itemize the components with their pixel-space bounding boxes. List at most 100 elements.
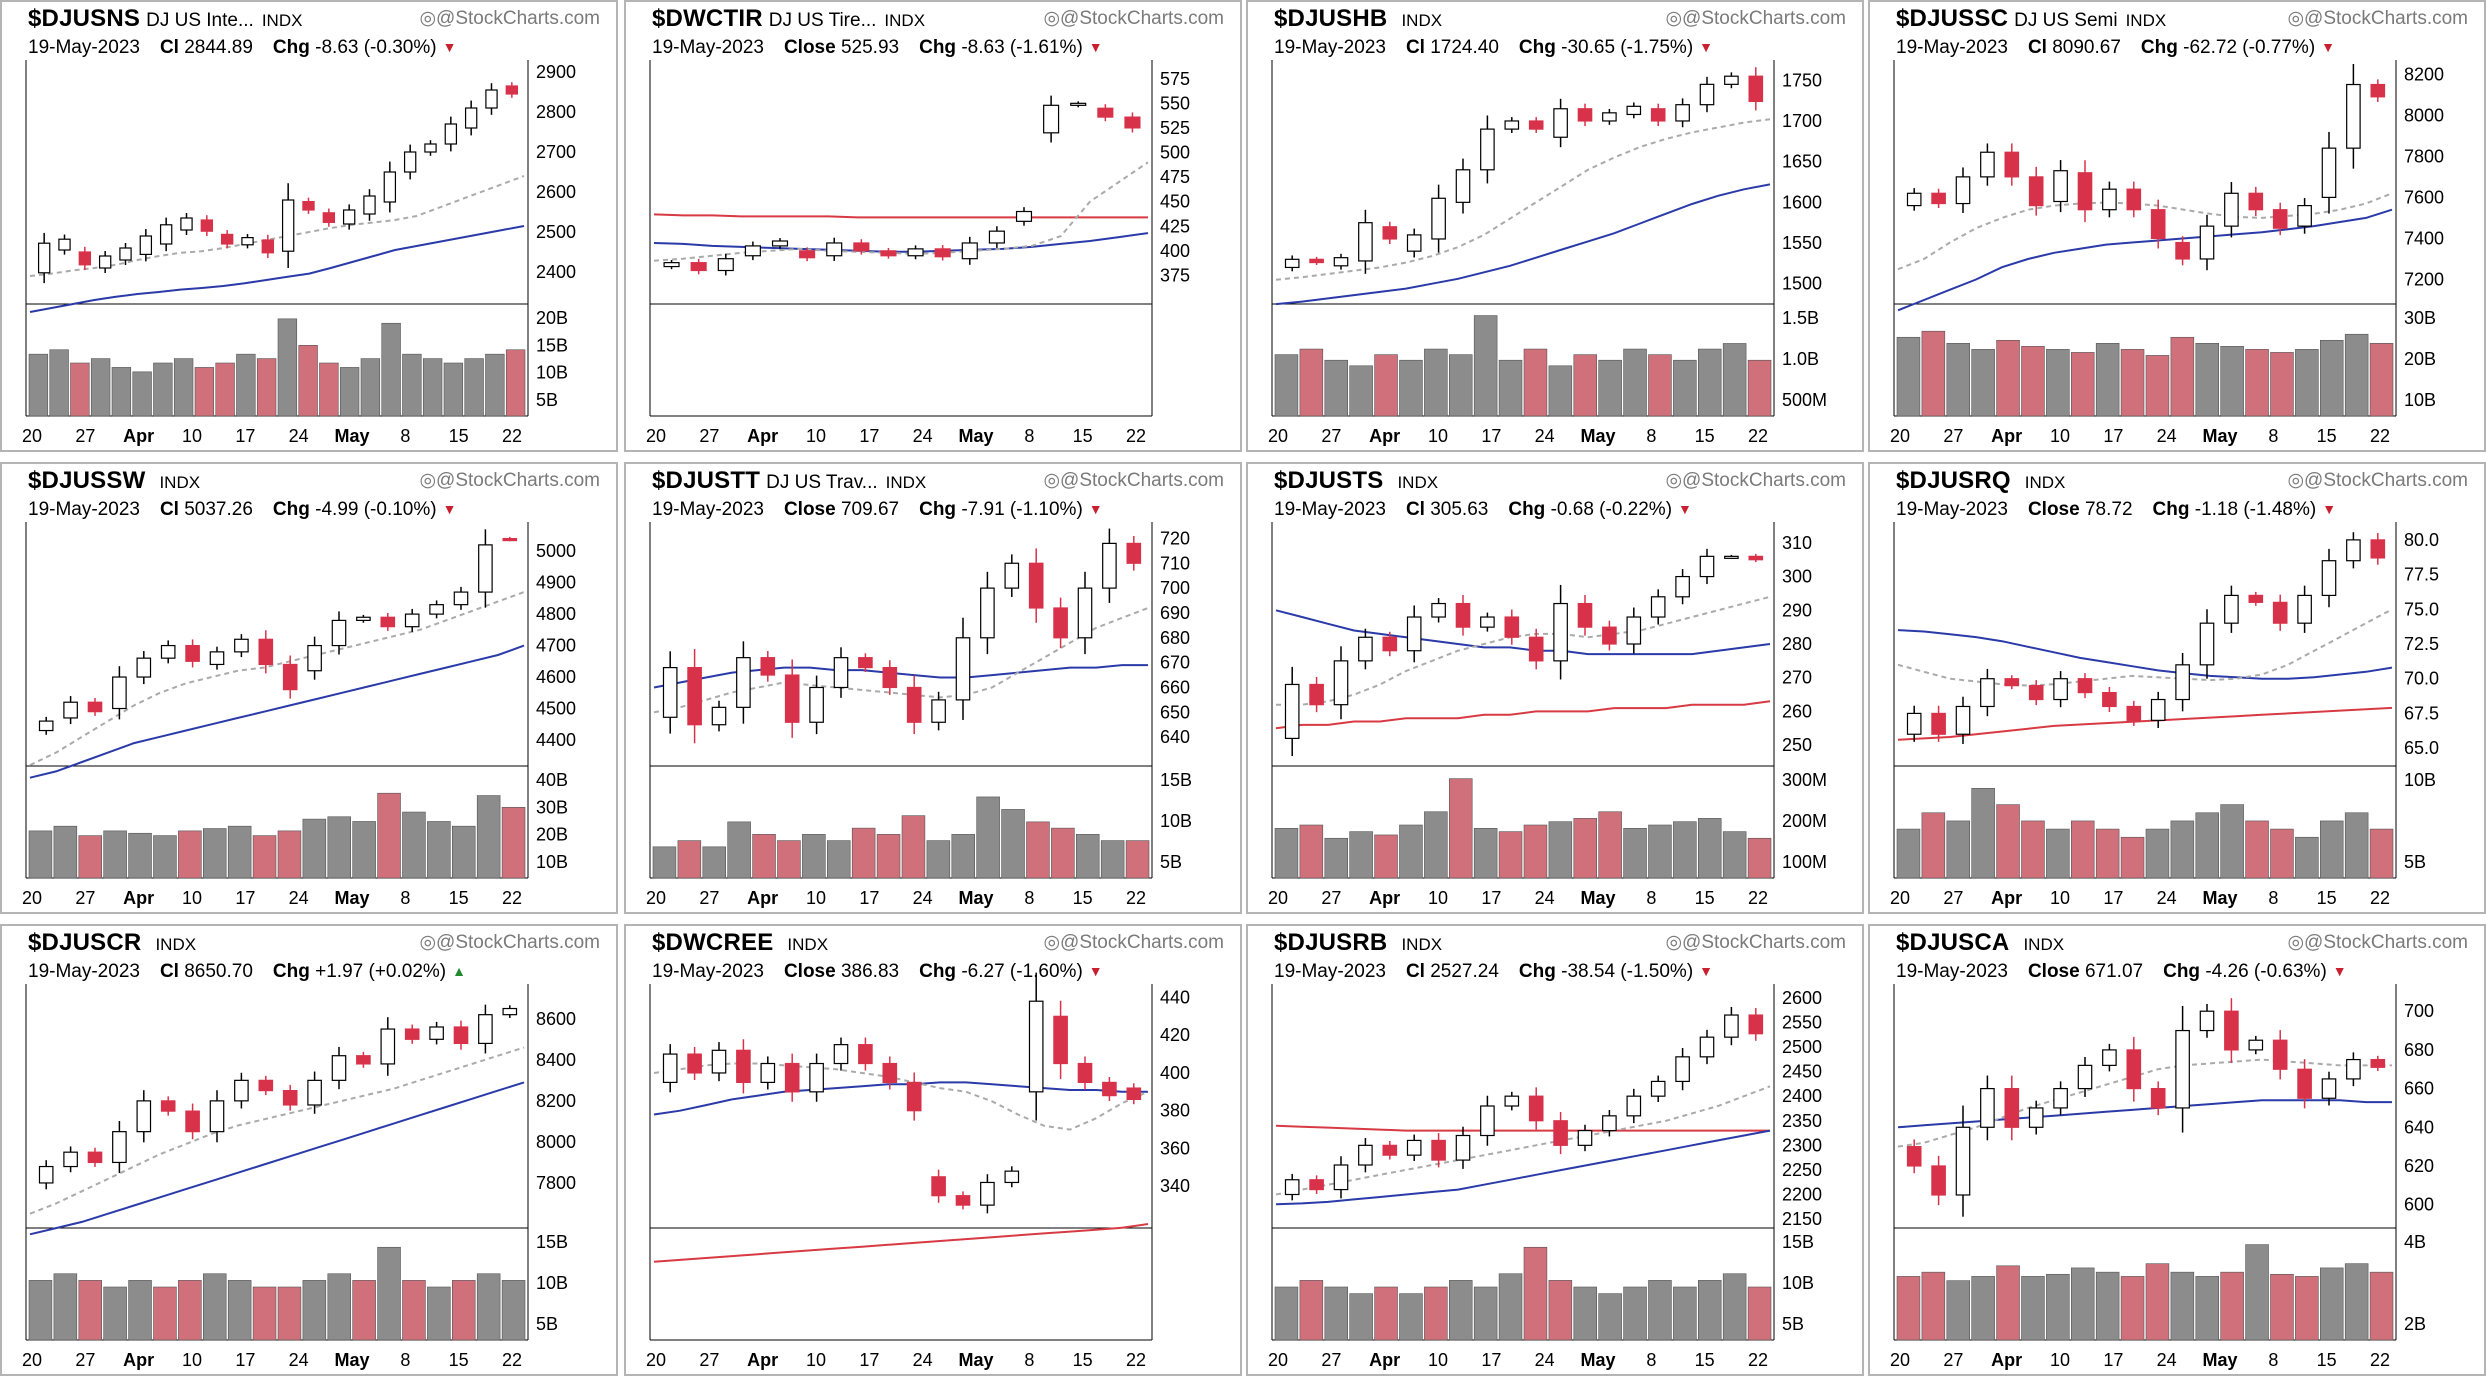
volume-bar [427, 1286, 451, 1341]
candle [736, 1049, 751, 1084]
brand-text: @StockCharts.com [1682, 470, 1846, 491]
volume-bar [1747, 359, 1772, 417]
volume-bar [1598, 359, 1622, 417]
volume-bar [194, 367, 215, 417]
date-tick-label: 10 [806, 888, 826, 908]
triangle-down-icon: ▼ [1678, 501, 1692, 517]
candle [38, 720, 54, 732]
date-tick-label: 20 [22, 426, 42, 446]
candle [331, 619, 347, 647]
date-tick-label: 24 [913, 1350, 933, 1370]
date: 19-May-2023 [1274, 37, 1386, 58]
brand-text: @StockCharts.com [1060, 8, 1224, 29]
volume-bar [1374, 1286, 1398, 1341]
volume-bar [252, 835, 277, 879]
volume-bar [1324, 837, 1349, 879]
volume-bar [1946, 343, 1971, 417]
volume-bar [128, 832, 152, 879]
volume-bar [103, 1286, 127, 1341]
candle [87, 701, 103, 713]
symbol: $DJUSTT [652, 467, 761, 494]
candle [2175, 1029, 2190, 1109]
volume-tick-label: 5B [536, 1314, 558, 1334]
volume-bar [402, 353, 422, 417]
price-tick-label: 660 [1160, 677, 1190, 697]
index-name: DJ US Semi [2014, 10, 2118, 31]
date-tick-label: 20 [1890, 426, 1910, 446]
triangle-down-icon: ▼ [1088, 501, 1103, 517]
date-tick-label: 27 [75, 888, 95, 908]
volume-bar [926, 840, 951, 879]
volume-bar [1026, 821, 1050, 879]
price-tick-label: 400 [1160, 241, 1190, 261]
candle [185, 644, 200, 662]
candle [63, 1151, 78, 1168]
date-tick-label: 10 [182, 888, 202, 908]
volume-tick-label: 10B [536, 363, 568, 383]
date-tick-label: 17 [1481, 888, 1501, 908]
chart-panel: $DJUSCR INDX ◎@StockCharts.com 19-May-2023 C… [0, 924, 618, 1376]
triangle-up-icon: ▲ [452, 963, 466, 979]
price-tick-label: 72.5 [2404, 634, 2439, 654]
volume-bar [1125, 840, 1150, 879]
volume-bar [236, 353, 256, 417]
candle [1284, 683, 1300, 739]
volume-bar [1399, 1293, 1423, 1341]
target-icon: ◎ [2287, 932, 2305, 953]
price-tick-label: 67.5 [2404, 703, 2439, 723]
exchange: INDX [1397, 473, 1439, 492]
volume-bar [901, 815, 926, 879]
volume-bar [2319, 1267, 2344, 1341]
candle [1480, 616, 1495, 628]
volume-bar [1896, 1276, 1921, 1341]
volume-bar [451, 825, 476, 879]
candle [112, 1131, 127, 1164]
candle [1906, 712, 1922, 735]
candle [1097, 107, 1114, 118]
date-tick-label: 15 [1073, 888, 1093, 908]
exchange: INDX [1401, 11, 1443, 30]
candle [880, 250, 897, 257]
target-icon: ◎ [1665, 8, 1683, 29]
volume-bar [1374, 354, 1398, 417]
candle [485, 89, 498, 109]
ma200-line [653, 1223, 1149, 1263]
candle [383, 171, 397, 203]
chart-header: $DJUSTS INDX ◎@StockCharts.com 19-May-2023 C… [1274, 468, 1846, 521]
price-tick-label: 7200 [2404, 269, 2444, 289]
candle [2272, 209, 2288, 229]
volume-bar [752, 834, 776, 879]
volume-tick-label: 5B [2404, 852, 2426, 872]
candle [833, 1044, 849, 1065]
candle [1309, 683, 1324, 706]
volume-bar [652, 846, 677, 879]
triangle-down-icon: ▼ [442, 39, 457, 55]
price-tick-label: 2400 [536, 262, 576, 282]
exchange: INDX [1401, 935, 1443, 954]
volume-tick-label: 15B [1160, 770, 1192, 790]
volume-bar [1623, 1286, 1647, 1341]
date-tick-label: 22 [1126, 426, 1146, 446]
candle [1455, 1134, 1471, 1161]
ma20-line [1276, 595, 1771, 706]
symbol: $DWCREE [652, 929, 774, 956]
volume-bar [402, 1280, 426, 1341]
candle [2126, 1049, 2142, 1090]
candle [1070, 102, 1087, 106]
date-tick-label: 10 [2050, 888, 2070, 908]
close-value: 386.83 [840, 961, 900, 982]
symbol: $DJUSHB [1274, 5, 1388, 32]
volume-bar [1548, 365, 1573, 417]
volume-bar [153, 362, 173, 417]
candle [1955, 176, 1971, 205]
chart-panel: $DJUSTT DJ US Trav... INDX ◎@StockCharts.co… [624, 462, 1242, 914]
chart-panel: $DJUSSW INDX ◎@StockCharts.com 19-May-2023 C… [0, 462, 618, 914]
candle [38, 1165, 54, 1184]
chart-svg: 5000 4900 4800 4700 4600 4500 4400 40B 30B 20B 10B… [22, 522, 576, 908]
date-tick-label: 17 [2103, 888, 2123, 908]
close-value: 2527.24 [1430, 961, 1499, 982]
target-icon: ◎ [2287, 470, 2305, 491]
volume-bar [227, 1280, 252, 1341]
symbol: $DJUSSW [28, 467, 146, 494]
volume-bar [1573, 354, 1597, 417]
